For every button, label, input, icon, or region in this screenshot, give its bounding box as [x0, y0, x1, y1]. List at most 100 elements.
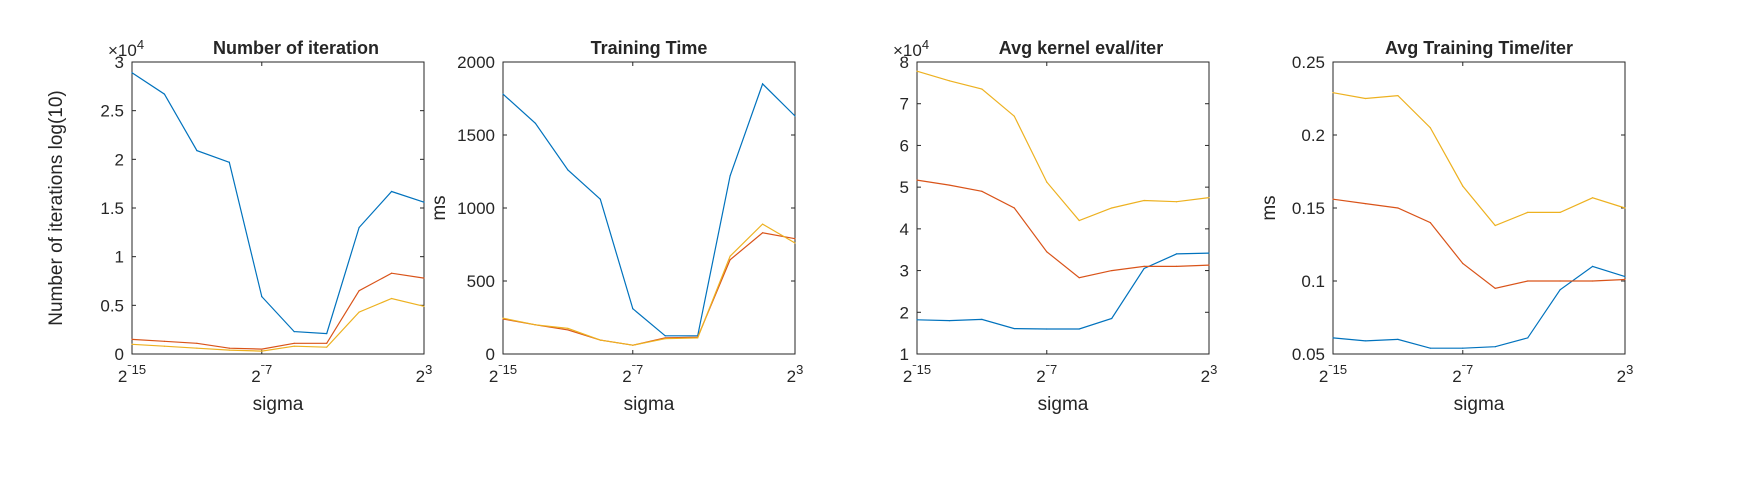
data-point	[390, 272, 393, 274]
data-point	[1624, 278, 1626, 281]
series-line-3	[131, 297, 425, 352]
data-point	[729, 259, 731, 261]
y-tick-label: 4	[900, 220, 909, 239]
data-point	[1364, 203, 1367, 205]
axis-exponent-label: ×104	[108, 37, 144, 60]
data-point	[794, 115, 796, 117]
data-point	[948, 80, 951, 82]
data-point	[916, 319, 918, 321]
data-point	[1208, 196, 1210, 199]
data-point	[196, 347, 198, 349]
y-tick-label: 1	[115, 248, 124, 267]
x-tick-label: 23	[1201, 362, 1218, 386]
data-point	[1111, 317, 1113, 320]
data-point	[1462, 347, 1464, 349]
data-point	[163, 340, 166, 342]
y-tick-label: 0	[486, 345, 495, 364]
data-point	[163, 345, 166, 347]
data-point	[1591, 265, 1594, 267]
data-point	[1111, 207, 1113, 209]
data-point	[794, 242, 796, 244]
data-point	[1429, 222, 1431, 224]
y-tick-label: 0.2	[1301, 126, 1325, 145]
data-point	[1078, 328, 1080, 330]
chart-panel-1: 0 0.5 1 1.5 2 2.5 3 2ˉ15 2ˉ7 23 ×104 Number of iter…	[46, 37, 432, 415]
data-point	[1462, 185, 1464, 187]
data-point	[358, 226, 360, 229]
x-axis-label: sigma	[253, 394, 304, 415]
x-axis-label: sigma	[1454, 394, 1505, 415]
data-point	[916, 70, 918, 72]
y-tick-label: 2	[115, 150, 124, 169]
data-point	[1078, 277, 1080, 279]
data-point	[358, 290, 360, 292]
data-point	[761, 83, 764, 85]
data-point	[228, 349, 230, 351]
data-point	[567, 169, 569, 171]
y-tick-label: 2	[900, 303, 909, 322]
x-tick-label: 2ˉ7	[1452, 362, 1473, 386]
data-point	[1494, 224, 1496, 227]
y-tick-label: 6	[900, 136, 909, 155]
x-tick-label: 23	[787, 362, 804, 386]
chart-panel-2: 0 500 1000 1500 2000 2ˉ15 2ˉ7 23 Training Time si…	[429, 38, 803, 415]
series-line-1	[131, 72, 425, 335]
data-point	[599, 339, 601, 341]
data-point	[261, 295, 263, 298]
y-tick-label: 0	[115, 345, 124, 364]
data-point	[761, 223, 764, 225]
data-point	[1364, 97, 1367, 100]
y-axis-label: ms	[429, 195, 450, 220]
data-point	[326, 332, 328, 335]
data-point	[1013, 327, 1015, 330]
data-point	[981, 318, 983, 320]
chart-title: Avg Training Time/iter	[1385, 38, 1573, 58]
data-point	[534, 122, 537, 124]
y-tick-label: 0.5	[100, 296, 124, 315]
y-tick-label: 1	[900, 345, 909, 364]
data-point	[1143, 199, 1145, 202]
plot-area	[916, 61, 1210, 355]
y-tick-label: 1.5	[100, 199, 124, 218]
data-point	[1397, 338, 1399, 340]
data-point	[1175, 253, 1178, 255]
x-tick-label: 2ˉ7	[1036, 362, 1057, 386]
data-point	[293, 331, 295, 333]
data-point	[326, 342, 328, 344]
y-tick-label: 500	[467, 272, 495, 291]
data-point	[1591, 280, 1594, 282]
y-tick-label: 7	[900, 95, 909, 114]
data-point	[794, 238, 796, 240]
series-line-1	[1332, 265, 1626, 349]
x-tick-label: 2ˉ15	[489, 362, 517, 386]
y-tick-label: 2.5	[100, 102, 124, 121]
data-point	[1078, 219, 1080, 222]
series-line-2	[131, 272, 425, 350]
data-point	[1332, 92, 1334, 94]
data-point	[1046, 181, 1048, 183]
chart-panel-4: 0.05 0.1 0.15 0.2 0.25 2ˉ15 2ˉ7 23 Avg Training …	[1259, 38, 1633, 415]
y-tick-label: 1500	[457, 126, 495, 145]
data-point	[1332, 198, 1334, 200]
data-point	[1364, 340, 1367, 342]
x-tick-label: 23	[416, 362, 433, 386]
data-point	[567, 329, 569, 331]
data-point	[1494, 287, 1496, 289]
data-point	[1143, 265, 1145, 267]
data-point	[1494, 346, 1496, 348]
data-point	[1397, 94, 1399, 97]
data-point	[981, 190, 983, 192]
data-point	[1527, 211, 1529, 213]
y-tick-label: 3	[115, 53, 124, 72]
data-point	[1013, 207, 1015, 209]
data-point	[358, 311, 360, 313]
series-line-2	[1332, 198, 1626, 289]
data-point	[1527, 337, 1529, 339]
data-point	[502, 93, 504, 95]
data-point	[948, 184, 951, 186]
data-point	[228, 347, 230, 349]
data-point	[1208, 264, 1210, 266]
data-point	[196, 342, 198, 344]
data-point	[1559, 280, 1561, 282]
